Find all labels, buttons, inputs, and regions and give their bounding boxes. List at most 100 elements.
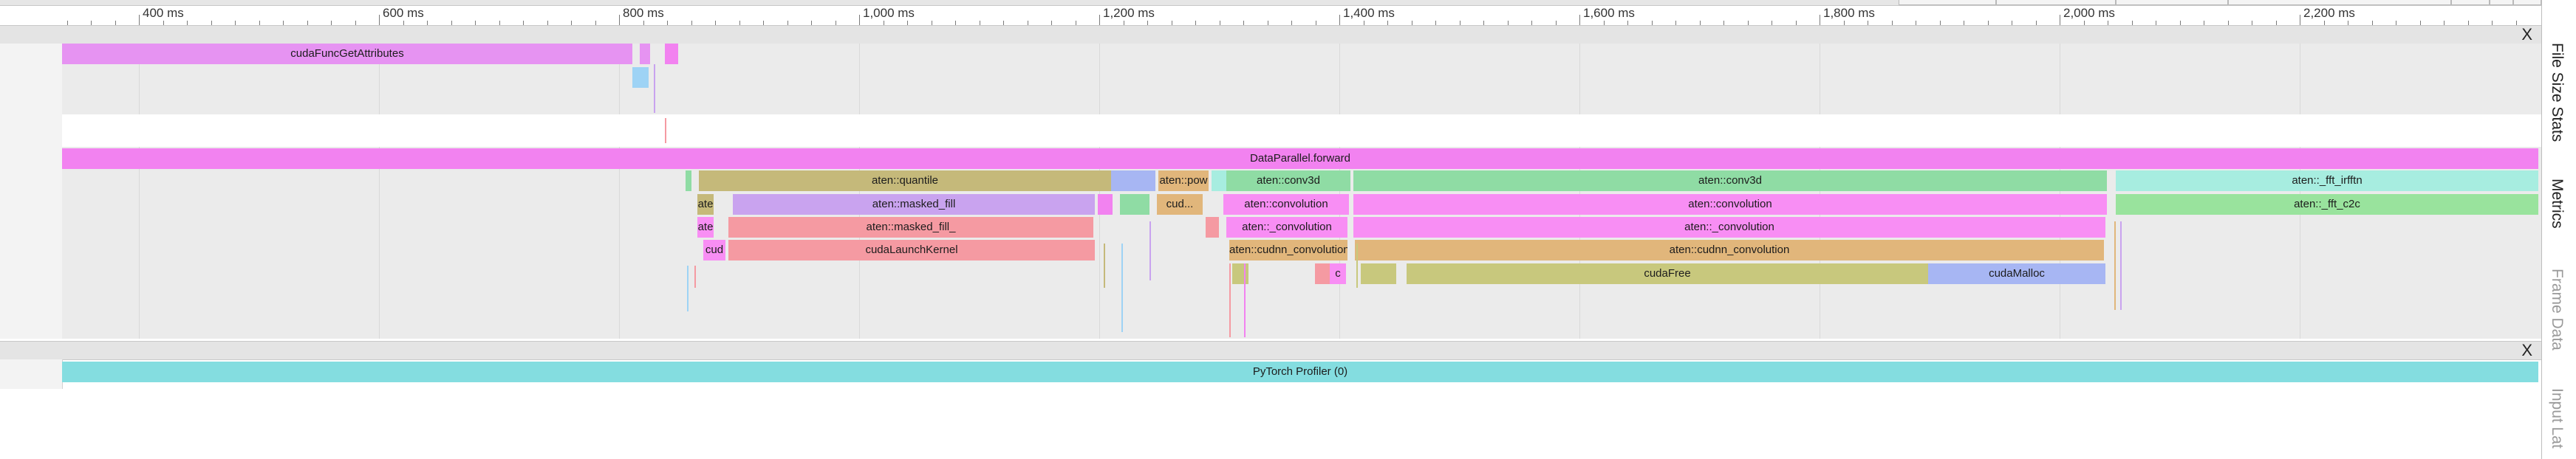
ruler-tick <box>907 21 908 25</box>
close-icon[interactable]: X <box>2521 341 2532 359</box>
toolbar-button[interactable] <box>2513 0 2541 5</box>
trace-slice[interactable]: aten::convolution <box>1353 194 2107 215</box>
tick-label: 1,400 ms <box>1343 6 1395 20</box>
ruler-tick <box>667 21 668 25</box>
trace-slice[interactable]: aten::quantile <box>699 170 1111 191</box>
grid-line <box>619 44 620 114</box>
trace-sliver[interactable] <box>1356 244 1358 288</box>
trace-sliver[interactable] <box>1104 244 1105 288</box>
tab-input-latency[interactable]: Input Lat <box>2549 388 2566 449</box>
trace-slice[interactable]: aten::pow <box>1158 170 1209 191</box>
ruler-tick <box>739 21 740 25</box>
trace-slice[interactable] <box>1361 263 1396 284</box>
ruler-tick <box>1099 15 1100 25</box>
slice-label: PyTorch Profiler (0) <box>1252 365 1348 378</box>
trace-slice[interactable]: cud <box>703 240 725 260</box>
trace-slice[interactable]: cudaFree <box>1407 263 1928 284</box>
trace-slice[interactable] <box>1232 263 1248 284</box>
ruler-tick <box>2468 21 2469 25</box>
ruler-tick <box>283 21 284 25</box>
trace-slice[interactable]: cudaFuncGetAttributes <box>62 44 632 64</box>
ruler-tick <box>1195 21 1196 25</box>
trace-slice[interactable]: ate <box>697 194 714 215</box>
trace-slice[interactable]: aten::masked_fill <box>733 194 1095 215</box>
ruler-tick <box>1291 21 1292 25</box>
ruler-tick <box>2444 21 2445 25</box>
trace-slice[interactable]: aten::cudnn_convolution <box>1229 240 1347 260</box>
trace-slice[interactable]: ate <box>697 217 714 238</box>
trace-sliver[interactable] <box>654 64 655 113</box>
ruler-toolbar-strip <box>0 0 2541 6</box>
ruler-tick <box>235 21 236 25</box>
trace-slice[interactable]: aten::_convolution <box>1226 217 1347 238</box>
ruler-tick <box>1435 21 1436 25</box>
trace-slice[interactable]: cudaLaunchKernel <box>728 240 1095 260</box>
trace-slice[interactable] <box>1212 170 1226 191</box>
trace-slice[interactable]: aten::_fft_irfftn <box>2116 170 2538 191</box>
trace-slice[interactable]: aten::conv3d <box>1353 170 2107 191</box>
process-header[interactable]: X <box>0 341 2541 360</box>
trace-slice[interactable] <box>1120 194 1149 215</box>
trace-sliver[interactable] <box>1121 244 1123 332</box>
ruler-tick <box>1940 21 1941 25</box>
trace-slice[interactable]: aten::convolution <box>1223 194 1349 215</box>
tab-frame-data[interactable]: Frame Data <box>2549 269 2566 351</box>
grid-line <box>859 44 860 114</box>
toolbar-field[interactable] <box>2228 0 2451 5</box>
trace-slice[interactable]: c <box>1330 263 1346 284</box>
trace-slice[interactable] <box>1111 170 1155 191</box>
grid-line <box>139 147 140 339</box>
trace-sliver[interactable] <box>694 266 696 288</box>
trace-sliver[interactable] <box>1244 263 1246 337</box>
trace-sliver[interactable] <box>2120 221 2122 310</box>
process-header[interactable]: X <box>0 25 2541 44</box>
trace-sliver[interactable] <box>687 266 689 311</box>
grid-line <box>379 44 380 114</box>
ruler-tick <box>1844 21 1845 25</box>
trace-slice[interactable]: aten::masked_fill_ <box>728 217 1093 238</box>
trace-slice[interactable]: aten::_convolution <box>1353 217 2105 238</box>
toolbar-field[interactable] <box>2116 0 2228 5</box>
trace-sliver[interactable] <box>1229 263 1231 337</box>
slice-label: cudaMalloc <box>1989 267 2045 280</box>
trace-slice[interactable]: PyTorch Profiler (0) <box>62 362 2538 382</box>
tick-label: 1,600 ms <box>1583 6 1635 20</box>
slice-label: cudaFree <box>1644 267 1691 280</box>
slice-label: DataParallel.forward <box>1250 152 1350 165</box>
toolbar-field[interactable] <box>1996 0 2116 5</box>
trace-slice[interactable] <box>665 44 678 64</box>
trace-slice[interactable]: cudaMalloc <box>1928 263 2105 284</box>
ruler-tick <box>1243 21 1244 25</box>
ruler-tick <box>1748 21 1749 25</box>
trace-slice[interactable] <box>640 44 650 64</box>
toolbar-button[interactable] <box>2490 0 2513 5</box>
grid-line <box>379 147 380 339</box>
ruler-tick <box>1051 21 1052 25</box>
trace-slice[interactable]: aten::conv3d <box>1226 170 1350 191</box>
trace-slice[interactable] <box>1206 217 1219 238</box>
trace-slice[interactable]: aten::_fft_c2c <box>2116 194 2538 215</box>
slice-label: aten::masked_fill <box>872 198 956 210</box>
trace-sliver[interactable] <box>2114 221 2116 310</box>
trace-slice[interactable] <box>1315 263 1330 284</box>
trace-slice[interactable]: DataParallel.forward <box>62 148 2538 169</box>
toolbar-field[interactable] <box>1899 0 1996 5</box>
slice-label: aten::convolution <box>1688 198 1772 210</box>
trace-slice[interactable]: cud... <box>1157 194 1203 215</box>
trace-sliver[interactable] <box>665 118 666 143</box>
tab-metrics[interactable]: Metrics <box>2549 179 2566 229</box>
toolbar-button[interactable] <box>2451 0 2490 5</box>
trace-slice[interactable]: aten::cudnn_convolution <box>1355 240 2104 260</box>
ruler-tick <box>1579 15 1580 25</box>
thread-lane-spacer <box>62 114 2541 147</box>
close-icon[interactable]: X <box>2521 25 2532 44</box>
time-ruler[interactable]: 400 ms 600 ms 800 ms 1,000 ms 1,200 ms 1… <box>0 0 2541 26</box>
ruler-tick <box>2132 21 2133 25</box>
trace-sliver[interactable] <box>1149 221 1151 280</box>
trace-slice[interactable] <box>686 170 691 191</box>
trace-slice[interactable] <box>632 67 649 88</box>
ruler-tick <box>643 21 644 25</box>
trace-slice[interactable] <box>1098 194 1113 215</box>
tab-file-size-stats[interactable]: File Size Stats <box>2549 43 2566 142</box>
ruler-tick <box>403 21 404 25</box>
